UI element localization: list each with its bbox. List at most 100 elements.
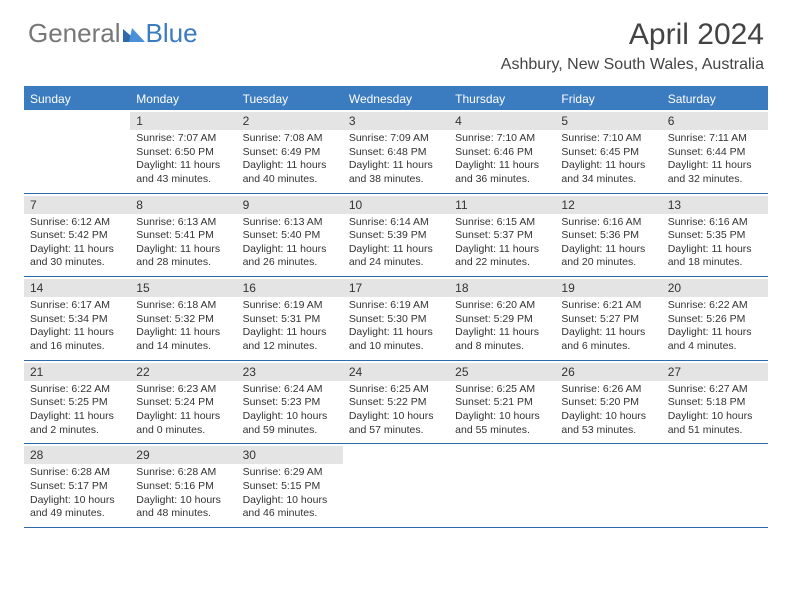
day-cell: 30 Sunrise: 6:29 AMSunset: 5:15 PMDayligh… (237, 444, 343, 527)
day-info: Sunrise: 6:19 AMSunset: 5:30 PMDaylight:… (349, 299, 445, 354)
day-cell (24, 110, 130, 193)
logo-triangle-icon (123, 18, 145, 49)
day-number: 29 (130, 446, 236, 464)
day-info: Sunrise: 6:14 AMSunset: 5:39 PMDaylight:… (349, 216, 445, 271)
day-cell: 2 Sunrise: 7:08 AMSunset: 6:49 PMDaylight… (237, 110, 343, 193)
week-row: 7Sunrise: 6:12 AMSunset: 5:42 PMDaylight… (24, 194, 768, 278)
calendar: SundayMondayTuesdayWednesdayThursdayFrid… (24, 86, 768, 528)
day-cell (449, 444, 555, 527)
day-info: Sunrise: 6:20 AMSunset: 5:29 PMDaylight:… (455, 299, 551, 354)
day-number: 8 (130, 196, 236, 214)
day-cell: 7Sunrise: 6:12 AMSunset: 5:42 PMDaylight… (24, 194, 130, 277)
day-info: Sunrise: 7:09 AMSunset: 6:48 PMDaylight:… (349, 132, 445, 187)
day-cell: 29 Sunrise: 6:28 AMSunset: 5:16 PMDayligh… (130, 444, 236, 527)
weeks-container: 1 Sunrise: 7:07 AMSunset: 6:50 PMDaylight… (24, 110, 768, 528)
day-number: 17 (343, 279, 449, 297)
day-info: Sunrise: 6:28 AMSunset: 5:16 PMDaylight:… (136, 466, 232, 521)
day-number: 21 (24, 363, 130, 381)
day-info: Sunrise: 7:10 AMSunset: 6:45 PMDaylight:… (561, 132, 657, 187)
day-header: Friday (555, 88, 661, 110)
location: Ashbury, New South Wales, Australia (501, 56, 764, 74)
day-cell: 19 Sunrise: 6:21 AMSunset: 5:27 PMDayligh… (555, 277, 661, 360)
day-cell: 16Sunrise: 6:19 AMSunset: 5:31 PMDayligh… (237, 277, 343, 360)
day-number: 19 (555, 279, 661, 297)
day-info: Sunrise: 6:15 AMSunset: 5:37 PMDaylight:… (455, 216, 551, 271)
day-info: Sunrise: 7:07 AMSunset: 6:50 PMDaylight:… (136, 132, 232, 187)
day-info: Sunrise: 6:13 AMSunset: 5:41 PMDaylight:… (136, 216, 232, 271)
day-number: 30 (237, 446, 343, 464)
week-row: 28 Sunrise: 6:28 AMSunset: 5:17 PMDayligh… (24, 444, 768, 528)
week-row: 21 Sunrise: 6:22 AMSunset: 5:25 PMDayligh… (24, 361, 768, 445)
day-number: 15 (130, 279, 236, 297)
day-cell: 9 Sunrise: 6:13 AMSunset: 5:40 PMDaylight… (237, 194, 343, 277)
day-number: 11 (449, 196, 555, 214)
day-number: 18 (449, 279, 555, 297)
day-info: Sunrise: 7:08 AMSunset: 6:49 PMDaylight:… (243, 132, 339, 187)
day-cell: 10 Sunrise: 6:14 AMSunset: 5:39 PMDayligh… (343, 194, 449, 277)
day-number: 5 (555, 112, 661, 130)
day-cell: 28 Sunrise: 6:28 AMSunset: 5:17 PMDayligh… (24, 444, 130, 527)
day-info: Sunrise: 6:12 AMSunset: 5:42 PMDaylight:… (30, 216, 126, 271)
day-info: Sunrise: 6:18 AMSunset: 5:32 PMDaylight:… (136, 299, 232, 354)
header: General Blue April 2024 Ashbury, New Sou… (0, 0, 792, 78)
day-info: Sunrise: 6:17 AMSunset: 5:34 PMDaylight:… (30, 299, 126, 354)
day-cell: 20 Sunrise: 6:22 AMSunset: 5:26 PMDayligh… (662, 277, 768, 360)
day-info: Sunrise: 6:21 AMSunset: 5:27 PMDaylight:… (561, 299, 657, 354)
day-cell: 15 Sunrise: 6:18 AMSunset: 5:32 PMDayligh… (130, 277, 236, 360)
day-cell: 18 Sunrise: 6:20 AMSunset: 5:29 PMDayligh… (449, 277, 555, 360)
day-number: 1 (130, 112, 236, 130)
day-number: 22 (130, 363, 236, 381)
day-info: Sunrise: 6:22 AMSunset: 5:25 PMDaylight:… (30, 383, 126, 438)
day-cell: 12 Sunrise: 6:16 AMSunset: 5:36 PMDayligh… (555, 194, 661, 277)
logo-text-blue: Blue (146, 18, 198, 49)
day-info: Sunrise: 6:25 AMSunset: 5:22 PMDaylight:… (349, 383, 445, 438)
day-info: Sunrise: 6:22 AMSunset: 5:26 PMDaylight:… (668, 299, 764, 354)
day-number: 23 (237, 363, 343, 381)
day-info: Sunrise: 7:11 AMSunset: 6:44 PMDaylight:… (668, 132, 764, 187)
day-info: Sunrise: 7:10 AMSunset: 6:46 PMDaylight:… (455, 132, 551, 187)
day-cell (662, 444, 768, 527)
day-header-row: SundayMondayTuesdayWednesdayThursdayFrid… (24, 88, 768, 110)
day-info: Sunrise: 6:19 AMSunset: 5:31 PMDaylight:… (243, 299, 339, 354)
day-number: 20 (662, 279, 768, 297)
day-cell: 27 Sunrise: 6:27 AMSunset: 5:18 PMDayligh… (662, 361, 768, 444)
day-cell: 17 Sunrise: 6:19 AMSunset: 5:30 PMDayligh… (343, 277, 449, 360)
day-info: Sunrise: 6:25 AMSunset: 5:21 PMDaylight:… (455, 383, 551, 438)
day-number: 13 (662, 196, 768, 214)
day-info: Sunrise: 6:13 AMSunset: 5:40 PMDaylight:… (243, 216, 339, 271)
day-cell: 13Sunrise: 6:16 AMSunset: 5:35 PMDayligh… (662, 194, 768, 277)
day-number: 28 (24, 446, 130, 464)
day-cell (555, 444, 661, 527)
week-row: 14 Sunrise: 6:17 AMSunset: 5:34 PMDayligh… (24, 277, 768, 361)
day-info: Sunrise: 6:26 AMSunset: 5:20 PMDaylight:… (561, 383, 657, 438)
day-cell: 23 Sunrise: 6:24 AMSunset: 5:23 PMDayligh… (237, 361, 343, 444)
day-cell: 1 Sunrise: 7:07 AMSunset: 6:50 PMDaylight… (130, 110, 236, 193)
day-number: 6 (662, 112, 768, 130)
day-info: Sunrise: 6:24 AMSunset: 5:23 PMDaylight:… (243, 383, 339, 438)
day-number: 2 (237, 112, 343, 130)
day-info: Sunrise: 6:29 AMSunset: 5:15 PMDaylight:… (243, 466, 339, 521)
day-cell: 14 Sunrise: 6:17 AMSunset: 5:34 PMDayligh… (24, 277, 130, 360)
day-number: 3 (343, 112, 449, 130)
day-cell: 6 Sunrise: 7:11 AMSunset: 6:44 PMDaylight… (662, 110, 768, 193)
day-info: Sunrise: 6:28 AMSunset: 5:17 PMDaylight:… (30, 466, 126, 521)
day-cell: 4 Sunrise: 7:10 AMSunset: 6:46 PMDaylight… (449, 110, 555, 193)
day-cell: 22Sunrise: 6:23 AMSunset: 5:24 PMDayligh… (130, 361, 236, 444)
day-number: 4 (449, 112, 555, 130)
week-row: 1 Sunrise: 7:07 AMSunset: 6:50 PMDaylight… (24, 110, 768, 194)
day-cell: 5 Sunrise: 7:10 AMSunset: 6:45 PMDaylight… (555, 110, 661, 193)
day-info: Sunrise: 6:27 AMSunset: 5:18 PMDaylight:… (668, 383, 764, 438)
day-number: 27 (662, 363, 768, 381)
day-cell: 3 Sunrise: 7:09 AMSunset: 6:48 PMDaylight… (343, 110, 449, 193)
day-header: Monday (130, 88, 236, 110)
day-number: 14 (24, 279, 130, 297)
day-cell: 25Sunrise: 6:25 AMSunset: 5:21 PMDayligh… (449, 361, 555, 444)
day-cell: 21 Sunrise: 6:22 AMSunset: 5:25 PMDayligh… (24, 361, 130, 444)
day-number: 10 (343, 196, 449, 214)
day-number: 12 (555, 196, 661, 214)
day-number: 9 (237, 196, 343, 214)
logo-text-general: General (28, 18, 121, 49)
day-cell: 8 Sunrise: 6:13 AMSunset: 5:41 PMDaylight… (130, 194, 236, 277)
day-number: 24 (343, 363, 449, 381)
day-info: Sunrise: 6:16 AMSunset: 5:36 PMDaylight:… (561, 216, 657, 271)
